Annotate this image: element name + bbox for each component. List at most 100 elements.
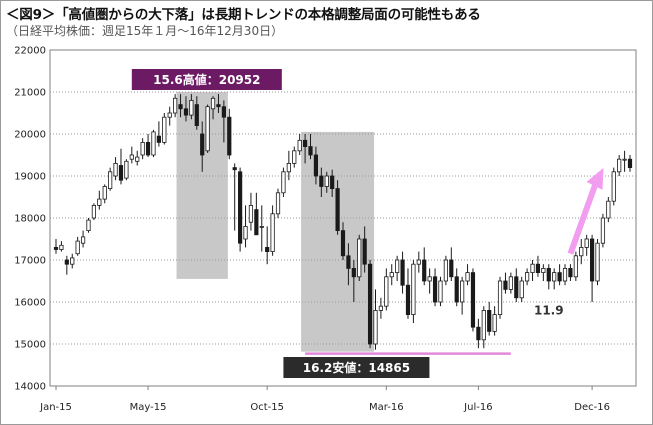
candle <box>514 268 519 302</box>
candle-body <box>91 204 97 219</box>
candle <box>308 134 313 160</box>
candle-body <box>606 200 611 219</box>
candle <box>389 264 394 286</box>
candle <box>503 272 508 294</box>
x-tick-label: Jul-16 <box>463 402 492 413</box>
candle-body <box>102 186 107 200</box>
candle <box>205 104 210 153</box>
candle <box>189 94 194 120</box>
candle <box>427 268 432 294</box>
candle-body <box>530 263 535 274</box>
candle-body <box>611 171 616 202</box>
candle-body <box>140 141 145 156</box>
candle-body <box>216 104 221 108</box>
candle-body <box>151 131 156 156</box>
candle-body <box>319 175 324 187</box>
candle-body <box>281 171 286 194</box>
candle-body <box>503 280 508 290</box>
candle <box>330 169 335 197</box>
candle <box>541 264 546 281</box>
candle-body <box>589 238 595 282</box>
x-tick-label: May-15 <box>130 402 167 413</box>
y-tick-label: 17000 <box>14 256 46 267</box>
candle <box>178 94 183 118</box>
chart-title: ＜図9＞「高値圏からの大下落」は長期トレンドの本格調整局面の可能性もある <box>6 7 481 23</box>
candle <box>259 205 264 252</box>
candle <box>530 260 535 281</box>
candle-body <box>108 171 113 190</box>
candle-body <box>340 230 346 257</box>
candle-body <box>232 167 237 171</box>
candle <box>562 264 568 286</box>
candle <box>108 167 113 191</box>
candles <box>53 94 633 350</box>
candle-body <box>546 267 551 282</box>
candle-body <box>595 242 600 282</box>
candle-body <box>535 263 541 274</box>
candle-body <box>573 255 578 278</box>
candle-body <box>470 272 476 328</box>
chart-subtitle: （日経平均株価：週足15年１月～16年12月30日） <box>6 24 284 38</box>
candle <box>129 146 134 164</box>
candle-body <box>194 104 199 126</box>
candle-body <box>80 236 86 244</box>
candle-body <box>449 259 454 278</box>
candle <box>525 268 530 286</box>
candle-body <box>600 217 606 244</box>
candle-body <box>324 175 329 187</box>
candle <box>552 268 557 290</box>
candle <box>270 205 275 256</box>
candle <box>118 148 124 185</box>
candle <box>357 234 362 281</box>
candle <box>156 121 161 147</box>
candle-body <box>400 259 405 286</box>
candle <box>59 241 64 252</box>
candle-body <box>427 276 432 282</box>
candle-body <box>135 156 140 162</box>
candle <box>91 203 97 221</box>
candle <box>487 302 492 336</box>
candle-body <box>497 280 503 315</box>
candle-body <box>508 276 513 290</box>
x-tick-label: Dec-16 <box>574 402 610 413</box>
candle-body <box>378 305 384 311</box>
high-label: 15.6高値：20952 <box>153 72 260 87</box>
candle <box>622 150 627 172</box>
candle <box>319 167 324 197</box>
candle <box>227 108 232 160</box>
candle <box>449 247 454 281</box>
ratio-label: 11.9 <box>534 304 564 318</box>
candle <box>281 167 286 197</box>
candle-body <box>335 188 340 232</box>
candle <box>232 163 237 231</box>
candle <box>432 268 438 307</box>
candle-body <box>627 158 633 168</box>
candle-body <box>297 139 302 152</box>
candle <box>579 239 584 265</box>
candle-body <box>254 209 259 236</box>
candle-body <box>552 272 557 282</box>
candle-body <box>145 141 151 156</box>
candle-body <box>579 246 584 257</box>
candle-body <box>113 162 118 177</box>
candle-body <box>541 267 546 273</box>
x-tick-label: Oct-15 <box>250 402 284 413</box>
candle-body <box>221 106 226 118</box>
candle <box>617 155 622 176</box>
candle-body <box>395 259 400 274</box>
candle <box>373 289 378 350</box>
candle-body <box>362 238 367 265</box>
candle <box>86 218 91 233</box>
candle-body <box>422 259 427 282</box>
candle <box>313 146 319 185</box>
candle-body <box>443 259 448 282</box>
candle <box>470 268 476 332</box>
candle-body <box>265 246 270 252</box>
candle <box>194 96 199 130</box>
candle <box>611 167 616 206</box>
candle-body <box>330 175 335 189</box>
candle-body <box>292 150 297 164</box>
candle-body <box>59 244 64 250</box>
candle-body <box>178 104 183 110</box>
candle-body <box>270 213 275 253</box>
